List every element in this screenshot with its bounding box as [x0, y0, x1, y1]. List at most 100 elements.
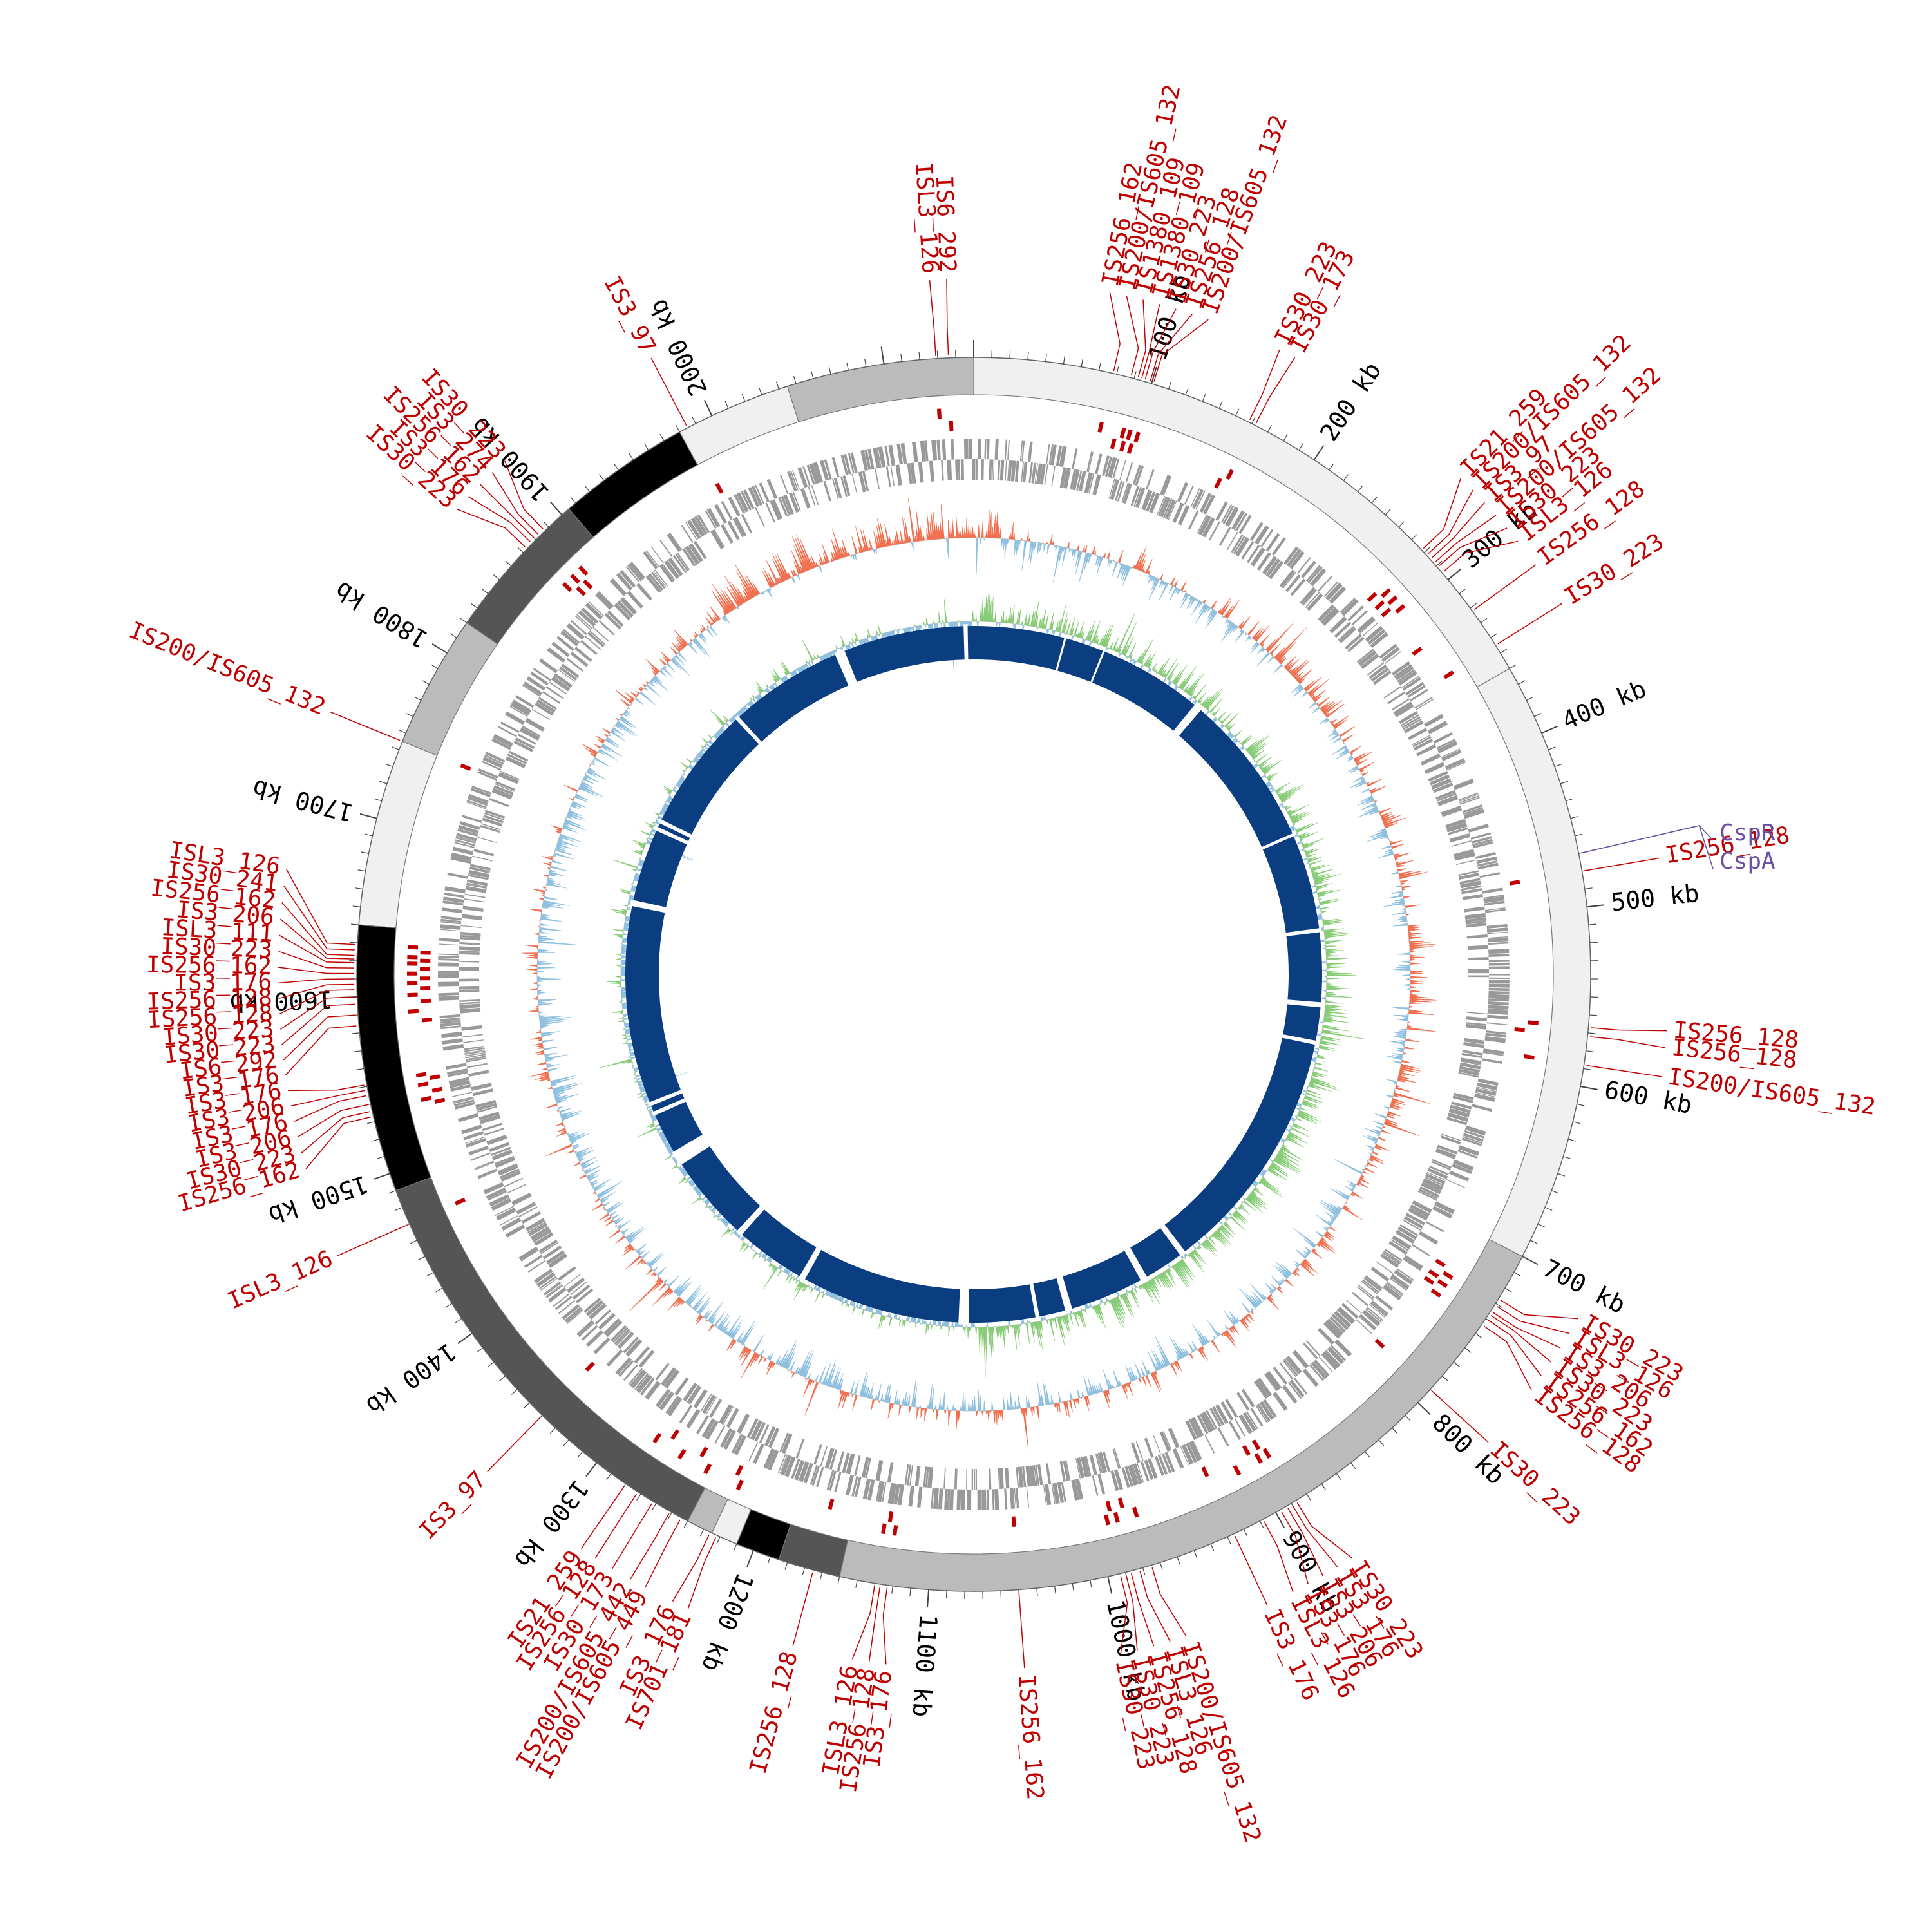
- is-leader-line: [1296, 1502, 1352, 1558]
- is-leader-line: [1235, 1535, 1268, 1605]
- minor-tick: [377, 1156, 384, 1159]
- is-leader-line: [491, 472, 538, 535]
- synteny-gap: [1056, 1274, 1073, 1312]
- minor-tick: [644, 443, 649, 451]
- minor-tick: [584, 485, 590, 492]
- minor-tick: [1459, 589, 1466, 594]
- is-marker-ring: [407, 408, 1539, 1536]
- minor-tick: [365, 833, 373, 837]
- is-leader-line: [1141, 304, 1160, 379]
- is-marker: [699, 1446, 708, 1458]
- minor-tick: [1133, 371, 1137, 379]
- minor-tick: [699, 1529, 705, 1537]
- is-leader-line: [1125, 1575, 1138, 1651]
- is-marker: [703, 1463, 712, 1475]
- minor-tick: [1568, 1139, 1576, 1142]
- minor-tick: [1405, 1415, 1411, 1421]
- is-element-label: IS30_223: [160, 933, 273, 963]
- minor-tick: [476, 1347, 483, 1353]
- major-tick: [927, 1589, 930, 1607]
- is-leader-line: [1497, 603, 1562, 645]
- is-leader-line: [278, 978, 355, 984]
- is-leader-line: [456, 508, 526, 547]
- gc-skew-positive: [597, 591, 1367, 1377]
- is-marker: [1097, 422, 1104, 433]
- contig-segment: [1476, 668, 1591, 1257]
- is-leader-line: [1137, 299, 1146, 377]
- minor-tick: [784, 1562, 788, 1570]
- is-marker: [585, 1361, 595, 1372]
- minor-tick: [1500, 649, 1508, 654]
- is-marker: [1394, 603, 1406, 614]
- cds-ring: [438, 439, 1510, 1510]
- is-marker: [670, 1429, 679, 1441]
- minor-tick: [455, 1318, 462, 1323]
- minor-tick: [1526, 696, 1534, 701]
- is-leader-line: [468, 496, 531, 542]
- minor-tick: [613, 463, 619, 471]
- is-leader-line: [294, 1095, 366, 1122]
- is-marker: [421, 1018, 433, 1023]
- minor-tick: [357, 869, 366, 872]
- is-marker: [407, 961, 418, 966]
- is-leader-line: [301, 1111, 370, 1153]
- is-leader-line: [504, 460, 544, 529]
- minor-tick: [724, 401, 729, 409]
- is-leader-line: [1443, 540, 1519, 572]
- minor-tick: [1081, 359, 1083, 367]
- minor-tick: [1423, 547, 1430, 553]
- minor-tick: [1392, 1427, 1398, 1434]
- minor-tick: [1072, 1583, 1074, 1591]
- is-element-label: IS200/IS605_132: [125, 617, 329, 721]
- is-leader-line: [1500, 1300, 1578, 1320]
- tick-label: 400 kb: [1558, 674, 1651, 735]
- tick-label: 500 kb: [1609, 879, 1700, 917]
- major-tick: [431, 643, 448, 654]
- minor-tick: [819, 1572, 823, 1580]
- minor-tick: [741, 393, 746, 402]
- minor-tick: [418, 1256, 426, 1261]
- is-marker: [420, 998, 431, 1003]
- major-tick: [1580, 1086, 1598, 1090]
- is-leader-line: [1255, 357, 1296, 424]
- minor-tick: [356, 1068, 365, 1070]
- tick-label: 1800 kb: [330, 576, 433, 654]
- is-marker: [407, 992, 418, 998]
- minor-tick: [1563, 1156, 1571, 1159]
- minor-tick: [1336, 1473, 1341, 1481]
- minor-tick: [1530, 1240, 1538, 1244]
- is-marker: [828, 1499, 835, 1510]
- minor-tick: [1054, 1586, 1056, 1594]
- minor-tick: [775, 381, 779, 390]
- minor-tick: [426, 1272, 434, 1277]
- is-marker: [735, 1479, 744, 1491]
- minor-tick: [1090, 1580, 1092, 1588]
- is-marker: [1443, 670, 1455, 679]
- is-marker: [562, 582, 573, 592]
- contig-ring: [356, 357, 1591, 1592]
- is-element-label: IS3_97: [414, 1466, 491, 1545]
- minor-tick: [1588, 923, 1596, 925]
- is-leader-line: [1153, 319, 1209, 382]
- is-leader-line: [1281, 1511, 1309, 1585]
- minor-tick: [1283, 433, 1288, 441]
- is-marker: [1428, 1269, 1439, 1278]
- is-marker: [1251, 1439, 1261, 1450]
- track-baseline: [620, 621, 1327, 1328]
- is-leader-line: [1150, 314, 1193, 381]
- is-marker: [1262, 1448, 1272, 1459]
- minor-tick: [1551, 1190, 1559, 1194]
- minor-tick: [1554, 763, 1562, 768]
- minor-tick: [499, 1376, 506, 1381]
- minor-tick: [435, 1287, 443, 1293]
- is-element-label: IS256_162: [1013, 1673, 1048, 1801]
- major-tick: [1541, 725, 1558, 734]
- is-leader-line: [329, 711, 401, 741]
- is-marker: [1367, 592, 1378, 602]
- minor-tick: [1193, 1550, 1198, 1558]
- cds-forward-strand: [438, 439, 1510, 1510]
- is-leader-line: [612, 1503, 652, 1569]
- minor-tick: [828, 366, 831, 375]
- is-leader-line: [278, 983, 355, 999]
